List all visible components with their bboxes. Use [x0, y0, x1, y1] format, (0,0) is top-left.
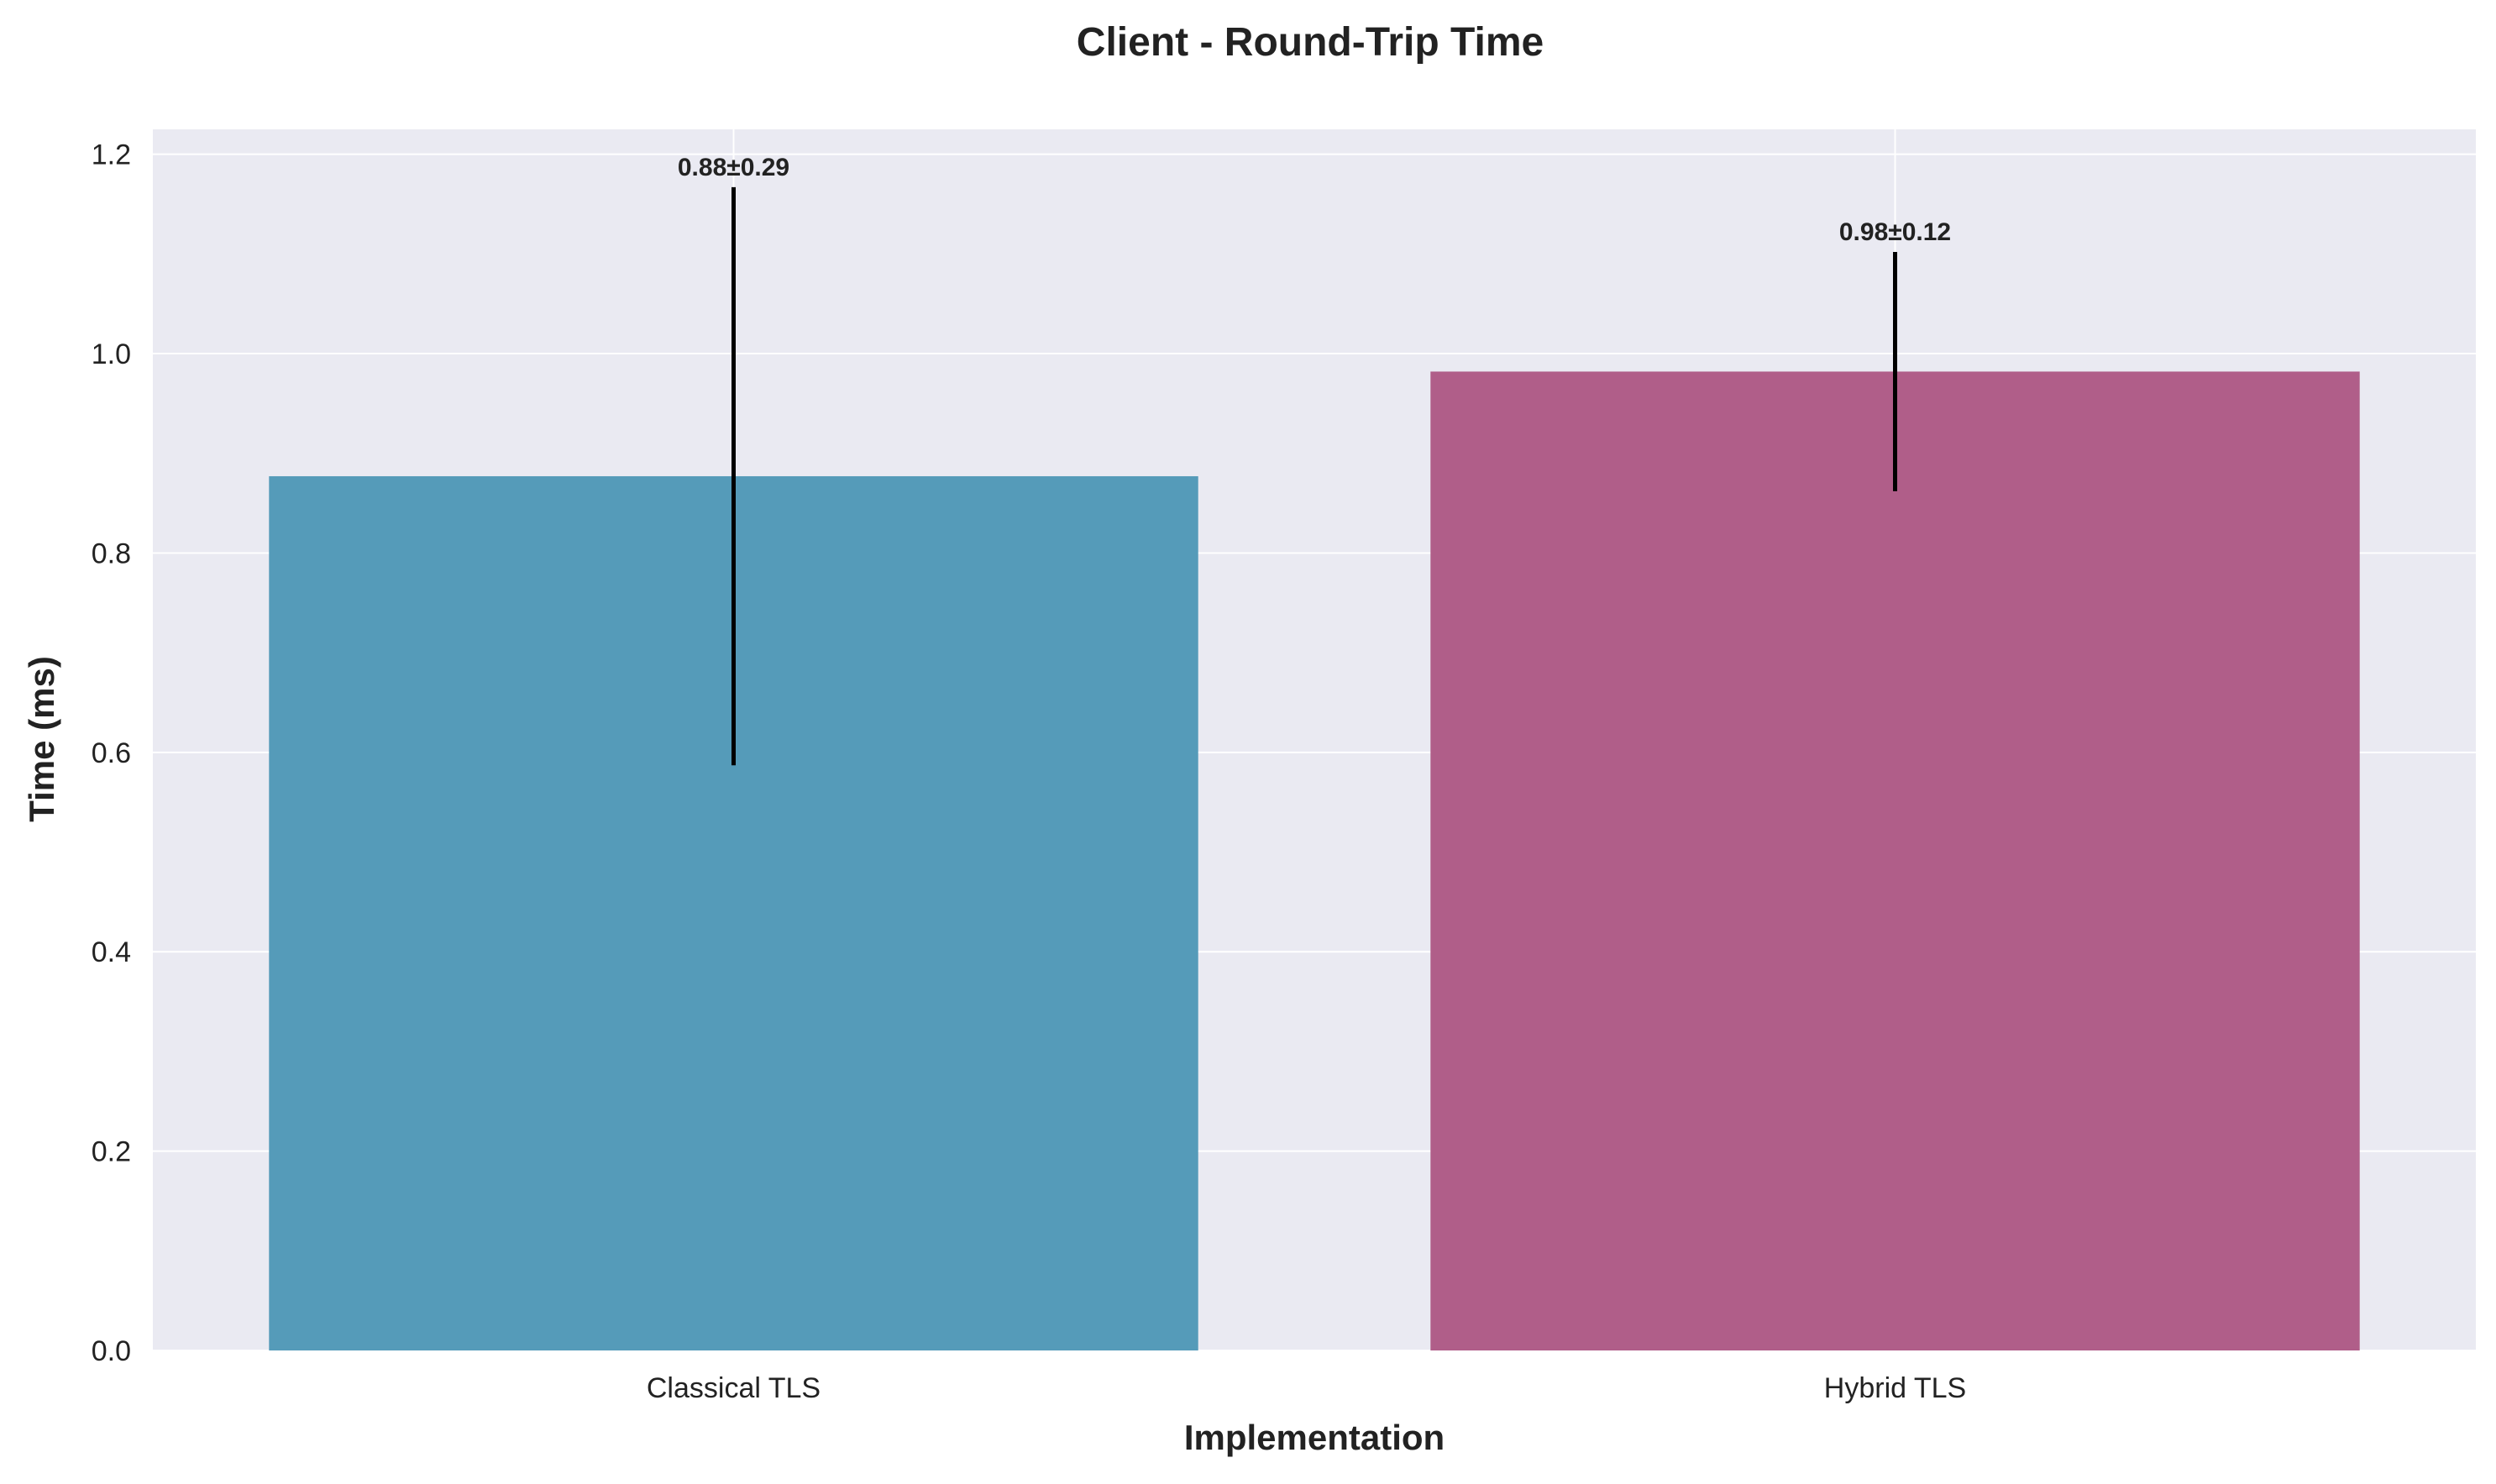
bar-labels: 0.88±0.29 0.98±0.12: [678, 154, 1951, 246]
y-tick-label: 1.2: [92, 139, 131, 171]
x-axis-label: Implementation: [1184, 1418, 1445, 1457]
y-tick-label: 0.2: [92, 1136, 131, 1168]
bar-data-label: 0.88±0.29: [678, 154, 789, 181]
bar-data-label: 0.98±0.12: [1839, 218, 1951, 246]
y-tick-label: 0.8: [92, 537, 131, 569]
y-axis-label: Time (ms): [22, 656, 61, 822]
x-tick-label: Hybrid TLS: [1824, 1372, 1966, 1404]
y-tick-label: 0.4: [92, 936, 131, 968]
bar: [1430, 371, 2360, 1350]
chart-title: Client - Round-Trip Time: [1077, 20, 1544, 65]
x-axis-ticks: Classical TLS Hybrid TLS: [647, 1372, 1966, 1404]
error-bars: [731, 186, 1897, 766]
y-tick-label: 1.0: [92, 338, 131, 370]
y-axis-ticks: 0.0 0.2 0.4 0.6 0.8 1.0 1.2: [92, 139, 131, 1367]
y-tick-label: 0.0: [92, 1335, 131, 1367]
y-tick-label: 0.6: [92, 737, 131, 769]
x-tick-label: Classical TLS: [647, 1372, 821, 1404]
